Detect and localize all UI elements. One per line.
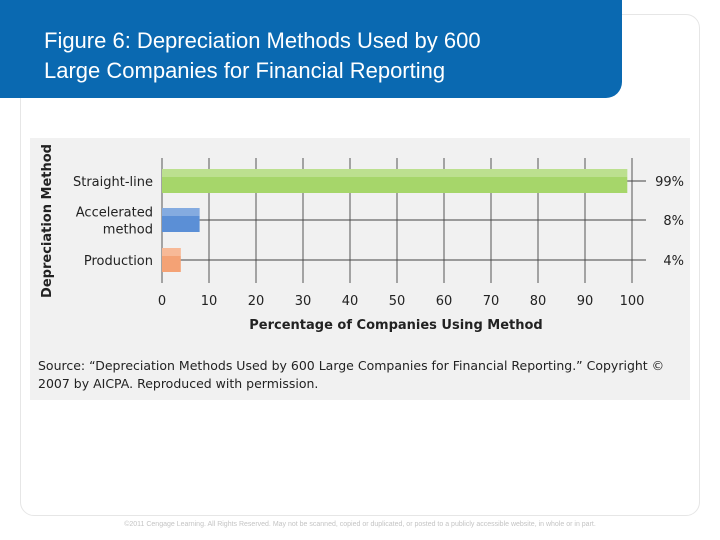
bar-3 [162, 248, 181, 272]
x-tick-label: 70 [483, 294, 500, 309]
category-label: method [103, 223, 153, 238]
slide-title-line-2: Large Companies for Financial Reporting [44, 58, 446, 83]
category-label: Straight-line [73, 175, 153, 190]
bar-2 [162, 208, 200, 232]
x-tick-label: 10 [201, 294, 218, 309]
copyright-footer: ©2011 Cengage Learning. All Rights Reser… [124, 521, 596, 528]
category-label: Production [84, 254, 153, 269]
value-label: 8% [663, 214, 684, 229]
x-tick-label: 90 [577, 294, 594, 309]
x-tick-label: 100 [620, 294, 645, 309]
bar-highlight [162, 248, 181, 256]
bars [162, 169, 628, 272]
slide-title: Figure 6: Depreciation Methods Used by 6… [44, 26, 481, 86]
x-tick-label: 30 [295, 294, 312, 309]
slide-title-line-1: Figure 6: Depreciation Methods Used by 6… [44, 28, 481, 53]
x-axis-label: Percentage of Companies Using Method [249, 318, 542, 333]
x-tick-label: 80 [530, 294, 547, 309]
x-tick-label: 40 [342, 294, 359, 309]
x-tick-label: 0 [158, 294, 166, 309]
labels: 0 10 20 30 40 50 60 70 80 90 100 99% 8% 4% Straight-li… [73, 175, 684, 309]
y-axis-label: Depreciation Method [40, 144, 55, 298]
value-label: 4% [663, 254, 684, 269]
title-bar: Figure 6: Depreciation Methods Used by 6… [0, 0, 622, 98]
bar-1 [162, 169, 628, 193]
x-tick-label: 20 [248, 294, 265, 309]
bar-highlight [162, 208, 200, 216]
value-label: 99% [655, 175, 684, 190]
bar-highlight [162, 169, 628, 177]
category-label: Accelerated [76, 206, 153, 221]
x-tick-label: 50 [389, 294, 406, 309]
source-note: Source: “Depreciation Methods Used by 60… [38, 358, 665, 391]
x-tick-label: 60 [436, 294, 453, 309]
